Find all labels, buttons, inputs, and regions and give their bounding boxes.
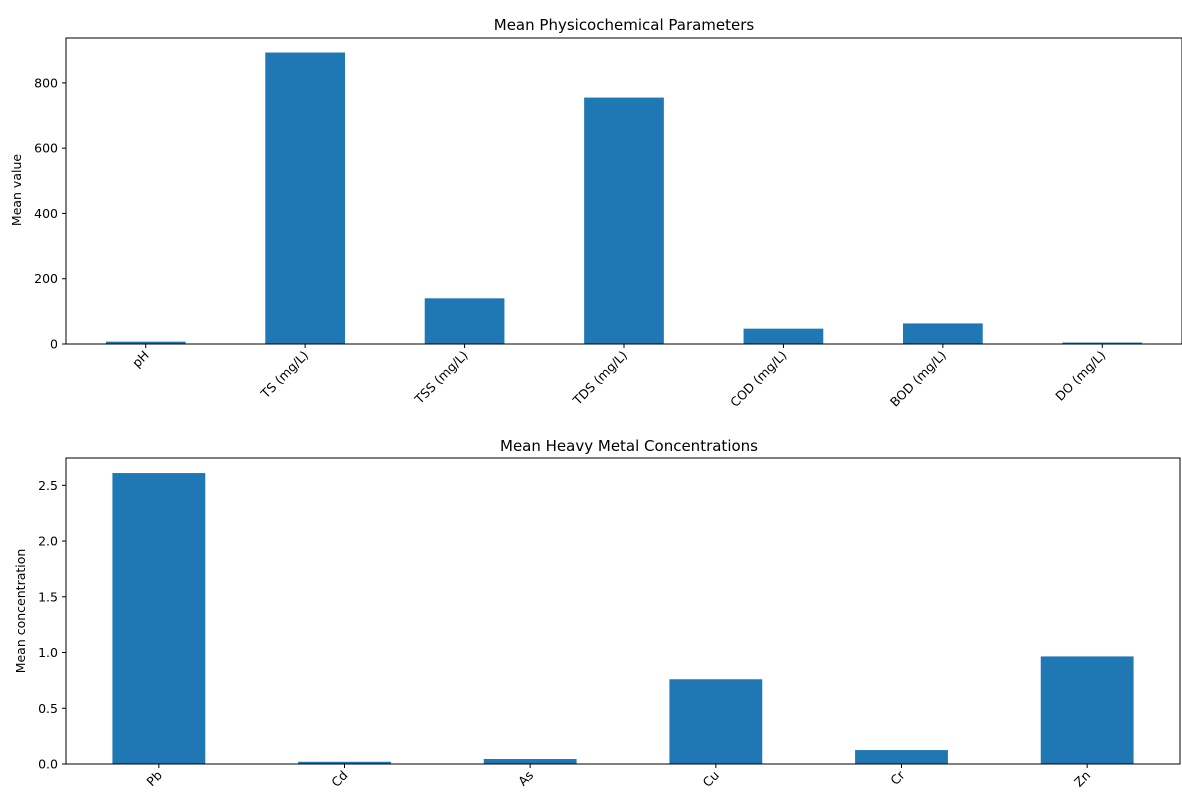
y-axis-label: Mean concentration — [13, 549, 28, 674]
x-tick-label: Cu — [700, 768, 722, 790]
y-tick-label: 1.0 — [38, 645, 58, 660]
chart-physicochemical: Mean Physicochemical Parameters Mean val… — [9, 16, 1182, 410]
bar-tds-mg-l — [584, 97, 664, 345]
bar-bod-mg-l — [903, 323, 983, 344]
plot-frame — [65, 37, 1182, 345]
y-tick-label: 2.0 — [38, 534, 58, 549]
x-tick-label: BOD (mg/L) — [887, 348, 949, 410]
y-tick-label: 2.5 — [38, 478, 58, 493]
chart-title: Mean Physicochemical Parameters — [494, 16, 755, 34]
x-tick-label: COD (mg/L) — [727, 348, 789, 410]
bar-cr — [855, 750, 948, 764]
x-tick-label: Cd — [328, 768, 350, 790]
chart-heavy-metals: Mean Heavy Metal Concentrations Mean con… — [13, 437, 1181, 790]
x-ticks: pH TS (mg/L) TSS (mg/L) TDS (mg/L) COD (mg/L… — [129, 344, 1108, 410]
chart-title: Mean Heavy Metal Concentrations — [500, 437, 758, 455]
x-tick-label: Pb — [143, 767, 165, 789]
x-tick-label: As — [515, 768, 536, 789]
y-ticks: 0.0 0.5 1.0 1.5 2.0 2.5 — [38, 478, 66, 772]
y-tick-label: 800 — [34, 75, 58, 90]
bar-cu — [669, 679, 763, 764]
y-ticks: 0 200 400 600 800 — [34, 75, 66, 352]
bars — [105, 52, 1143, 345]
x-tick-label: TSS (mg/L) — [411, 348, 471, 408]
bars — [112, 473, 1134, 764]
bar-ts-mg-l — [265, 52, 345, 344]
y-tick-label: 1.5 — [38, 589, 58, 604]
y-tick-label: 0.5 — [38, 701, 58, 716]
bar-cd — [298, 761, 391, 764]
x-tick-label: pH — [129, 348, 152, 371]
bar-as — [483, 758, 577, 764]
y-axis-label: Mean value — [9, 154, 24, 226]
y-tick-label: 600 — [34, 141, 58, 156]
bar-cod-mg-l — [743, 328, 824, 344]
y-tick-label: 400 — [34, 206, 58, 221]
x-tick-label: Cr — [887, 767, 908, 788]
bar-do-mg-l — [1062, 342, 1143, 344]
plot-frame — [65, 457, 1181, 765]
x-tick-label: TS (mg/L) — [257, 348, 311, 402]
x-tick-label: Zn — [1071, 768, 1093, 790]
y-tick-label: 0.0 — [38, 757, 58, 772]
x-tick-label: TDS (mg/L) — [569, 348, 630, 409]
y-tick-label: 0 — [50, 337, 58, 352]
bar-zn — [1040, 656, 1134, 764]
bar-pb — [112, 473, 206, 764]
x-tick-label: DO (mg/L) — [1052, 348, 1108, 404]
y-tick-label: 200 — [34, 271, 58, 286]
bar-tss-mg-l — [424, 298, 505, 344]
bar-ph — [105, 341, 186, 344]
x-ticks: Pb Cd As Cu Cr Zn — [143, 764, 1093, 790]
